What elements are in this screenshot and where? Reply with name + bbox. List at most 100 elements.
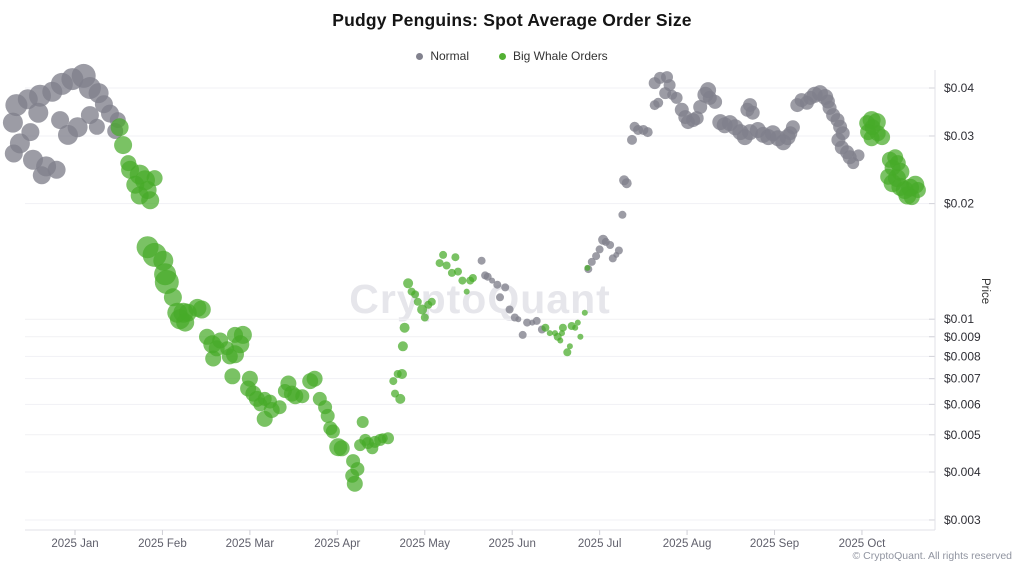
data-point-whale[interactable]: [154, 270, 179, 294]
data-point-normal[interactable]: [47, 160, 66, 179]
data-point-whale[interactable]: [163, 288, 182, 307]
data-point-whale[interactable]: [454, 267, 462, 276]
data-point-whale[interactable]: [110, 118, 129, 137]
data-point-normal[interactable]: [518, 330, 527, 339]
data-point-whale[interactable]: [389, 377, 398, 386]
data-point-whale[interactable]: [435, 259, 444, 268]
data-point-whale[interactable]: [566, 343, 573, 350]
data-point-whale[interactable]: [205, 350, 222, 367]
data-point-normal[interactable]: [649, 100, 660, 111]
data-point-normal[interactable]: [618, 210, 627, 219]
data-point-whale[interactable]: [546, 330, 553, 337]
data-point-normal[interactable]: [693, 100, 708, 114]
data-point-normal[interactable]: [28, 102, 49, 123]
data-point-normal[interactable]: [489, 277, 496, 284]
data-point-normal[interactable]: [592, 252, 601, 261]
data-point-normal[interactable]: [88, 118, 105, 135]
data-point-whale[interactable]: [295, 389, 310, 404]
data-point-whale[interactable]: [577, 333, 584, 340]
data-point-normal[interactable]: [523, 318, 532, 327]
data-point-whale[interactable]: [468, 274, 477, 282]
data-point-whale[interactable]: [458, 276, 467, 285]
data-point-normal[interactable]: [51, 111, 70, 130]
data-point-whale[interactable]: [325, 424, 340, 439]
data-point-normal[interactable]: [745, 105, 760, 120]
data-point-normal[interactable]: [689, 111, 704, 126]
data-point-normal[interactable]: [4, 144, 23, 163]
data-point-whale[interactable]: [463, 288, 470, 295]
data-point-whale[interactable]: [395, 393, 406, 404]
data-point-whale[interactable]: [346, 475, 363, 492]
data-point-whale[interactable]: [306, 370, 323, 387]
legend-item-normal[interactable]: Normal: [416, 49, 469, 63]
data-point-normal[interactable]: [587, 257, 596, 266]
data-point-whale[interactable]: [584, 264, 591, 271]
y-tick-label: $0.004: [944, 465, 981, 479]
legend-item-big-whale-orders[interactable]: Big Whale Orders: [498, 49, 608, 63]
data-point-normal[interactable]: [67, 117, 88, 138]
data-point-whale[interactable]: [413, 297, 422, 306]
x-tick-label: 2025 Jul: [578, 538, 621, 550]
data-point-normal[interactable]: [2, 112, 23, 133]
data-point-whale[interactable]: [427, 297, 436, 306]
data-point-whale[interactable]: [559, 330, 565, 337]
data-point-normal[interactable]: [515, 316, 522, 323]
data-point-normal[interactable]: [614, 246, 623, 255]
data-point-whale[interactable]: [541, 323, 550, 332]
data-point-whale[interactable]: [447, 268, 456, 277]
data-point-whale[interactable]: [451, 253, 460, 262]
chart-title: Pudgy Penguins: Spot Average Order Size: [332, 10, 692, 30]
data-point-whale[interactable]: [320, 408, 335, 423]
data-point-normal[interactable]: [493, 280, 502, 289]
data-point-normal[interactable]: [708, 94, 723, 109]
data-point-normal[interactable]: [505, 305, 514, 314]
data-point-whale[interactable]: [863, 130, 880, 147]
data-point-normal[interactable]: [477, 256, 486, 265]
data-point-normal[interactable]: [32, 166, 51, 185]
data-point-whale[interactable]: [272, 400, 287, 415]
data-point-whale[interactable]: [141, 191, 160, 210]
data-point-whale[interactable]: [411, 290, 420, 299]
data-point-whale[interactable]: [397, 341, 408, 352]
data-point-whale[interactable]: [557, 337, 564, 344]
data-point-whale[interactable]: [420, 313, 429, 322]
x-tick-label: 2025 Oct: [839, 538, 886, 550]
data-point-whale[interactable]: [224, 368, 241, 385]
data-point-normal[interactable]: [852, 149, 865, 162]
data-point-whale[interactable]: [403, 278, 414, 289]
data-point-whale[interactable]: [558, 323, 567, 332]
data-point-whale[interactable]: [192, 300, 211, 319]
data-point-normal[interactable]: [483, 272, 492, 281]
data-point-normal[interactable]: [642, 127, 653, 138]
y-tick-label: $0.008: [944, 349, 981, 363]
data-point-whale[interactable]: [146, 170, 163, 187]
data-point-whale[interactable]: [399, 322, 410, 333]
data-point-whale[interactable]: [226, 345, 244, 364]
data-point-whale[interactable]: [903, 189, 920, 206]
data-point-whale[interactable]: [581, 309, 588, 316]
data-point-whale[interactable]: [333, 440, 350, 457]
data-point-normal[interactable]: [501, 283, 510, 292]
data-point-whale[interactable]: [563, 348, 572, 357]
data-point-normal[interactable]: [496, 293, 504, 302]
data-point-whale[interactable]: [439, 250, 448, 259]
data-point-whale[interactable]: [572, 324, 579, 331]
data-point-whale[interactable]: [176, 313, 195, 332]
data-point-normal[interactable]: [670, 91, 683, 104]
data-point-whale[interactable]: [114, 136, 133, 155]
data-point-normal[interactable]: [606, 241, 615, 249]
data-point-whale[interactable]: [256, 410, 273, 427]
data-point-whale[interactable]: [382, 432, 394, 445]
data-point-normal[interactable]: [595, 245, 604, 254]
data-point-whale[interactable]: [397, 369, 407, 379]
data-point-normal[interactable]: [785, 120, 800, 135]
data-point-whale[interactable]: [574, 319, 581, 326]
y-tick-label: $0.009: [944, 330, 981, 344]
data-point-whale[interactable]: [356, 416, 369, 428]
data-point-normal[interactable]: [532, 316, 541, 325]
data-point-whale[interactable]: [442, 261, 451, 270]
data-point-normal[interactable]: [621, 178, 632, 189]
data-point-normal[interactable]: [627, 134, 637, 145]
data-point-whale[interactable]: [417, 304, 428, 315]
x-tick-label: 2025 Apr: [314, 538, 360, 550]
